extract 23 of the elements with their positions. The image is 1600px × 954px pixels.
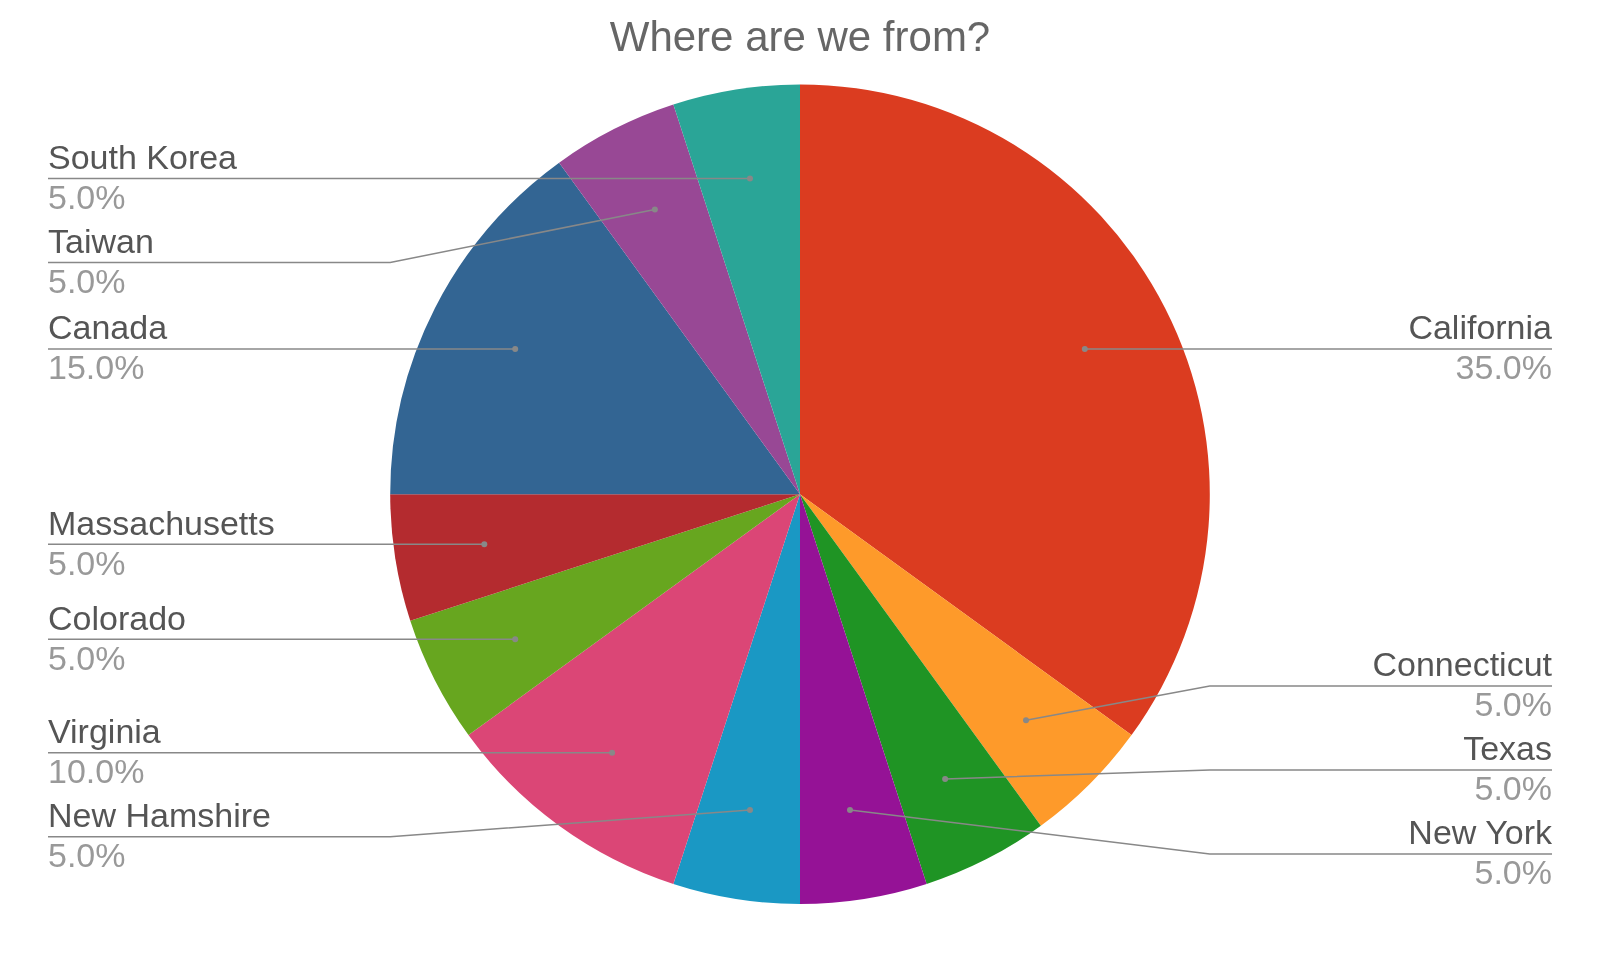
slice-label: Taiwan [48,221,154,260]
data-label: 5.0% [1474,769,1552,808]
slice-label: Virginia [48,712,161,751]
data-label: 5.0% [48,543,126,582]
slice-label: Texas [1463,729,1552,768]
data-label: 5.0% [48,261,126,300]
data-label: 5.0% [48,177,126,216]
data-label: 5.0% [48,836,126,875]
slice-label: New York [1408,813,1553,852]
data-label: 35.0% [1455,348,1552,387]
chart-title: Where are we from? [609,12,991,60]
data-label: 5.0% [1474,853,1552,892]
data-label: 10.0% [48,752,145,791]
slice-label: Canada [48,308,168,347]
slice-label: South Korea [48,137,238,176]
slice-label: California [1408,308,1553,347]
slice-label: Massachusetts [48,503,275,542]
slice-label: Connecticut [1372,645,1553,684]
data-label: 5.0% [1474,685,1552,724]
slice-label: Colorado [48,598,186,637]
data-label: 15.0% [48,348,145,387]
slice-label: New Hamshire [48,796,271,835]
data-label: 5.0% [48,638,126,677]
